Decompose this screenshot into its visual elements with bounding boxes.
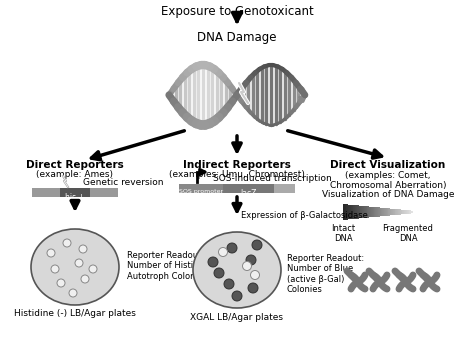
Ellipse shape — [248, 283, 258, 293]
Text: Intact
DNA: Intact DNA — [331, 224, 355, 244]
Ellipse shape — [250, 270, 259, 279]
Ellipse shape — [208, 257, 218, 267]
Ellipse shape — [69, 289, 77, 297]
Ellipse shape — [246, 255, 256, 265]
Text: SOS promoter: SOS promoter — [179, 189, 223, 194]
Text: (examples: Umu, Chromotest): (examples: Umu, Chromotest) — [169, 170, 305, 179]
Bar — [90, 188, 118, 197]
Text: Expression of β-Galactosidase: Expression of β-Galactosidase — [241, 211, 368, 220]
Text: Reporter Readout:
Number of Blue
(active β-Gal)
Colonies: Reporter Readout: Number of Blue (active… — [287, 254, 364, 294]
Text: Exposure to Genotoxicant: Exposure to Genotoxicant — [161, 5, 313, 18]
Ellipse shape — [214, 268, 224, 278]
Bar — [179, 184, 223, 193]
Text: Visualization of DNA Damage: Visualization of DNA Damage — [322, 190, 454, 199]
Ellipse shape — [193, 232, 281, 308]
Text: lacZ: lacZ — [240, 189, 257, 198]
Ellipse shape — [243, 261, 252, 270]
Text: Direct Reporters: Direct Reporters — [26, 160, 124, 170]
Ellipse shape — [79, 245, 87, 253]
Text: (examples: Comet,
Chromosomal Aberration): (examples: Comet, Chromosomal Aberration… — [330, 171, 446, 190]
Ellipse shape — [224, 279, 234, 289]
Bar — [32, 188, 60, 197]
Text: Fragmented
DNA: Fragmented DNA — [383, 224, 433, 244]
Bar — [274, 184, 295, 193]
Ellipse shape — [51, 265, 59, 273]
Text: Indirect Reporters: Indirect Reporters — [183, 160, 291, 170]
Ellipse shape — [57, 279, 65, 287]
Text: SOS-induced transcription: SOS-induced transcription — [213, 174, 332, 183]
Ellipse shape — [232, 291, 242, 301]
Ellipse shape — [219, 247, 228, 257]
Text: Direct Visualization: Direct Visualization — [330, 160, 446, 170]
Text: Genetic reversion: Genetic reversion — [83, 178, 164, 187]
Bar — [223, 184, 274, 193]
Text: XGAL LB/Agar plates: XGAL LB/Agar plates — [191, 313, 283, 322]
Ellipse shape — [75, 259, 83, 267]
Ellipse shape — [89, 265, 97, 273]
Ellipse shape — [227, 243, 237, 253]
Ellipse shape — [252, 240, 262, 250]
Text: (example: Ames): (example: Ames) — [36, 170, 113, 179]
Ellipse shape — [47, 249, 55, 257]
Text: his +: his + — [65, 193, 85, 202]
Text: Histidine (-) LB/Agar plates: Histidine (-) LB/Agar plates — [14, 309, 136, 318]
Ellipse shape — [81, 275, 89, 283]
Ellipse shape — [63, 239, 71, 247]
Text: Reporter Readout:
Number of Histidine
Autotroph Colonies: Reporter Readout: Number of Histidine Au… — [127, 251, 211, 281]
Text: DNA Damage: DNA Damage — [197, 31, 277, 44]
Bar — [60, 188, 90, 197]
Ellipse shape — [31, 229, 119, 305]
